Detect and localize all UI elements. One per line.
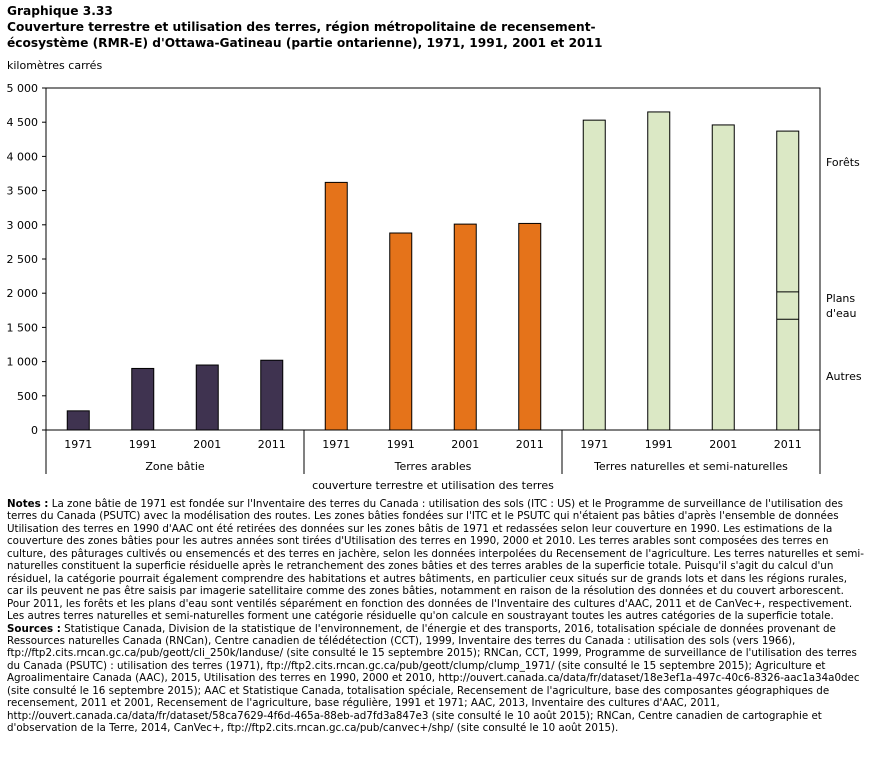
annotation-d-eau: d'eau: [826, 307, 857, 320]
bar: [647, 111, 671, 431]
notes-paragraph: Notes : La zone bâtie de 1971 est fondée…: [7, 498, 865, 623]
bar: [453, 223, 477, 431]
chart-header: Graphique 3.33 Couverture terrestre et u…: [7, 3, 867, 51]
sources-paragraph: Sources : Statistique Canada, Division d…: [7, 623, 865, 735]
x-tick-label: 2011: [774, 438, 802, 451]
bar: [66, 410, 90, 431]
chart-title-line-2: écosystème (RMR-E) d'Ottawa-Gatineau (pa…: [7, 36, 603, 50]
y-tick-label: 2 500: [7, 253, 39, 266]
group-label: Zone bâtie: [145, 460, 205, 473]
y-tick-label: 500: [17, 390, 38, 403]
x-tick-label: 1971: [580, 438, 608, 451]
x-tick-label: 2011: [258, 438, 286, 451]
bar-chart: 0 500 1 000 1 500 2 000 2 500 3 000 3 500 4 000 4…: [7, 82, 862, 492]
x-tick-label: 2001: [709, 438, 737, 451]
x-tick-label: 1971: [64, 438, 92, 451]
annotation-forets: Forêts: [826, 156, 860, 169]
bar: [518, 222, 542, 431]
x-axis-title: couverture terrestre et utilisation des …: [312, 479, 554, 492]
y-tick-label: 4 500: [7, 116, 39, 129]
y-axis-unit-label: kilomètres carrés: [7, 59, 103, 72]
bar: [389, 232, 413, 431]
x-tick-label: 1991: [645, 438, 673, 451]
plot-frame: [45, 87, 821, 431]
x-tick-label: 2001: [451, 438, 479, 451]
bar: [776, 130, 800, 431]
x-tick-label: 1971: [322, 438, 350, 451]
group-label: Terres arables: [394, 460, 472, 473]
bar: [324, 181, 348, 431]
y-tick-label: 1 000: [7, 356, 39, 369]
y-tick-label: 3 000: [7, 219, 39, 232]
bar: [131, 367, 155, 431]
y-tick-label: 0: [31, 424, 38, 437]
annotation-plans: Plans: [826, 292, 855, 305]
y-tick-label: 1 500: [7, 321, 39, 334]
group-label: Terres naturelles et semi-naturelles: [593, 460, 788, 473]
chart-number: Graphique 3.33: [7, 4, 113, 18]
y-tick-label: 5 000: [7, 82, 39, 95]
notes-label: Notes :: [7, 498, 49, 510]
x-tick-label: 1991: [387, 438, 415, 451]
x-tick-label: 2001: [193, 438, 221, 451]
bar: [195, 364, 219, 431]
x-tick-label: 1991: [129, 438, 157, 451]
annotation-autres: Autres: [826, 370, 862, 383]
bar: [711, 124, 735, 431]
y-tick-label: 2 000: [7, 287, 39, 300]
x-tick-label: 2011: [516, 438, 544, 451]
notes-section: Notes : La zone bâtie de 1971 est fondée…: [7, 498, 865, 735]
bar: [582, 119, 606, 431]
bar: [260, 359, 284, 431]
y-tick-label: 4 000: [7, 150, 39, 163]
notes-text: La zone bâtie de 1971 est fondée sur l'I…: [7, 498, 865, 623]
sources-text: Statistique Canada, Division de la stati…: [7, 622, 860, 735]
sources-label: Sources :: [7, 622, 61, 635]
y-tick-label: 3 500: [7, 185, 39, 198]
chart-title-line-1: Couverture terrestre et utilisation des …: [7, 20, 596, 34]
